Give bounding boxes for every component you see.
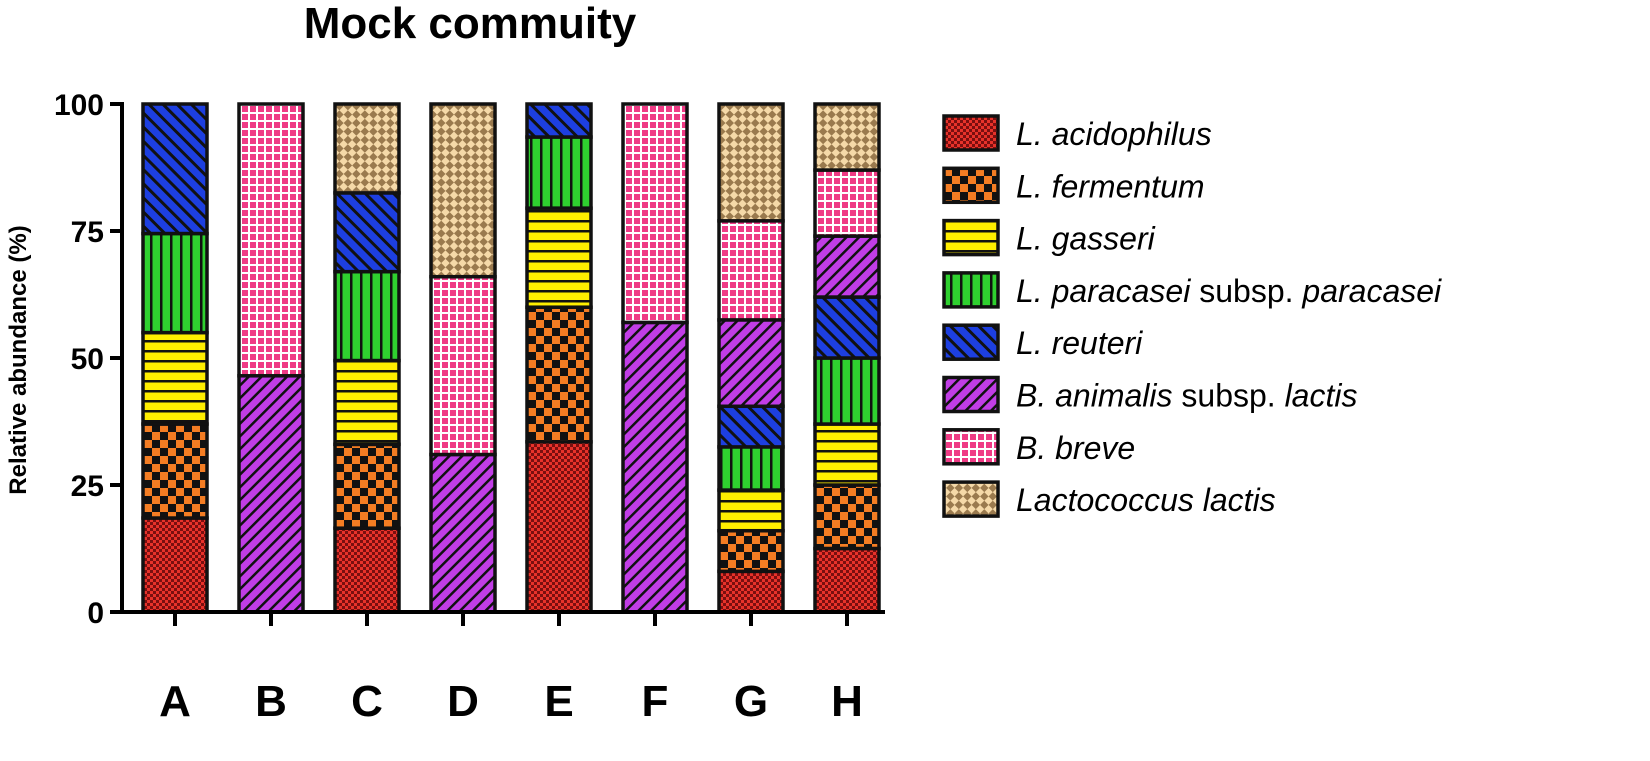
bar-segment: B. animalis subsp. lactis: 12 — [813, 234, 881, 299]
bar-segment: L. paracasei subsp. paracasei: 14 — [525, 135, 593, 210]
y-axis-label: Relative abundance (%) — [5, 225, 32, 494]
legend-label: L. acidophilus — [1016, 116, 1212, 152]
legend: L. acidophilus L. fermentum L. gasseri L. p… — [942, 114, 1442, 518]
x-tick-label: A — [159, 677, 191, 726]
bar-segment: L. acidophilus: 12.5 — [813, 546, 881, 614]
legend-swatch — [942, 323, 1000, 361]
legend-item: L. paracasei subsp. paracasei — [942, 271, 1442, 309]
x-tick-label: C — [351, 677, 383, 726]
legend-item: B. animalis subsp. lactis — [942, 375, 1357, 414]
bar-segment: L. gasseri: 16.5 — [333, 358, 401, 447]
x-tick-label: E — [544, 677, 573, 726]
x-tick-label: B — [255, 677, 287, 726]
bar-segment: Lactococcus lactis: 13 — [813, 102, 881, 172]
bar-segment: L. gasseri: 12 — [813, 422, 881, 487]
legend-item: L. reuteri — [942, 323, 1143, 361]
bar-segment: L. gasseri: 19.5 — [525, 206, 593, 309]
legend-label: B. breve — [1016, 430, 1135, 466]
legend-label: Lactococcus lactis — [1016, 482, 1276, 518]
legend-swatch — [942, 218, 1000, 257]
bar-segment: L. paracasei subsp. paracasei: 19.5 — [141, 231, 209, 335]
y-tick-label: 75 — [71, 216, 104, 249]
legend-item: L. acidophilus — [942, 114, 1212, 152]
legend-label: B. animalis subsp. lactis — [1016, 378, 1357, 414]
legend-item: Lactococcus lactis — [942, 480, 1276, 518]
bar-segment: L. reuteri: 12 — [813, 295, 881, 360]
bar-segment: L. reuteri: 6.5 — [525, 102, 593, 139]
bar-stack-C: L. acidophilus: 16.5L. fermentum: 16.5L.… — [333, 102, 401, 614]
bar-segment: B. breve: 35 — [429, 274, 497, 457]
bar-stack-B: B. animalis subsp. lactis: 46.5B. breve:… — [237, 102, 305, 614]
bar-segment: B. breve: 53.5 — [237, 102, 305, 378]
legend-item: L. fermentum — [942, 166, 1205, 205]
bar-segment: L. reuteri: 25.5 — [141, 102, 209, 236]
legend-swatch — [942, 166, 1000, 205]
bar-segment: L. acidophilus: 33.5 — [525, 440, 593, 614]
legend-label: L. gasseri — [1016, 221, 1156, 257]
bar-segment: L. paracasei subsp. paracasei: 17.5 — [333, 269, 401, 363]
legend-label: L. reuteri — [1016, 325, 1143, 361]
bar-segment: L. fermentum: 26.5 — [525, 305, 593, 444]
bars-group: L. acidophilus: 18.5L. fermentum: 18.5L.… — [141, 102, 881, 614]
legend-swatch — [942, 428, 1000, 466]
bar-segment: L. acidophilus: 8 — [717, 569, 785, 614]
bar-segment: L. paracasei subsp. paracasei: 8.5 — [717, 445, 785, 492]
x-tick-label: D — [447, 677, 479, 726]
legend-label: L. paracasei subsp. paracasei — [1016, 273, 1442, 309]
bar-stack-H: L. acidophilus: 12.5L. fermentum: 12.5L.… — [813, 102, 881, 614]
bar-segment: L. fermentum: 18.5 — [141, 422, 209, 520]
bar-segment: B. breve: 13 — [813, 168, 881, 238]
y-tick-label: 0 — [87, 597, 104, 630]
y-tick-label: 50 — [71, 343, 104, 376]
legend-item: L. gasseri — [942, 218, 1156, 257]
y-tick-label: 25 — [71, 470, 104, 503]
y-tick-label: 100 — [54, 89, 104, 122]
legend-swatch — [942, 480, 1000, 518]
legend-label: L. fermentum — [1016, 168, 1205, 204]
chart-title: Mock commuity — [304, 0, 637, 48]
bar-stack-D: B. animalis subsp. lactis: 31B. breve: 3… — [429, 102, 497, 614]
bar-segment: L. gasseri: 18 — [141, 330, 209, 426]
bar-segment: B. animalis subsp. lactis: 31 — [429, 452, 497, 614]
bar-segment: B. breve: 43 — [621, 102, 689, 325]
bar-stack-F: B. animalis subsp. lactis: 57B. breve: 4… — [621, 102, 689, 614]
bar-segment: Lactococcus lactis: 23 — [717, 102, 785, 223]
bar-segment: L. fermentum: 12.5 — [813, 483, 881, 551]
legend-swatch — [942, 375, 1000, 414]
bar-segment: L. fermentum: 16.5 — [333, 442, 401, 530]
bar-stack-E: L. acidophilus: 33.5L. fermentum: 26.5L.… — [525, 102, 593, 614]
bar-segment: L. paracasei subsp. paracasei: 13 — [813, 356, 881, 426]
bar-segment: L. reuteri: 8 — [717, 404, 785, 449]
x-tick-label: H — [831, 677, 863, 726]
x-tick-label: F — [642, 677, 669, 726]
bar-segment: L. reuteri: 15.5 — [333, 191, 401, 274]
bar-segment: Lactococcus lactis: 34 — [429, 102, 497, 279]
legend-swatch — [942, 271, 1000, 309]
bar-segment: L. acidophilus: 16.5 — [333, 526, 401, 614]
bar-segment: L. gasseri: 8 — [717, 488, 785, 533]
bar-segment: L. fermentum: 8 — [717, 528, 785, 574]
bar-stack-A: L. acidophilus: 18.5L. fermentum: 18.5L.… — [141, 102, 209, 614]
bar-segment: Lactococcus lactis: 17.5 — [333, 102, 401, 195]
bar-segment: B. animalis subsp. lactis: 57 — [621, 320, 689, 614]
bar-segment: B. animalis subsp. lactis: 46.5 — [237, 374, 305, 614]
bar-segment: B. animalis subsp. lactis: 17 — [717, 318, 785, 409]
legend-swatch — [942, 114, 1000, 152]
x-tick-label: G — [734, 677, 768, 726]
axes-group: 0 25 50 75 100 A B C D E F G H — [54, 89, 885, 726]
bar-stack-G: L. acidophilus: 8L. fermentum: 8L. gasse… — [717, 102, 785, 614]
legend-item: B. breve — [942, 428, 1135, 466]
bar-segment: L. acidophilus: 18.5 — [141, 516, 209, 614]
bar-segment: B. breve: 19.5 — [717, 219, 785, 322]
